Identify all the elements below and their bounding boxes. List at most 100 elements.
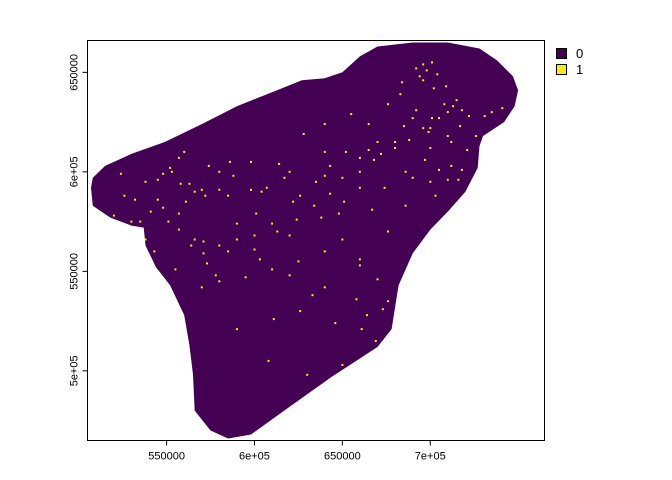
class-1-cell [501,107,504,110]
x-tick-label: 650000 [324,451,361,463]
class-1-cell [408,139,411,141]
y-tick-label: 550000 [69,253,81,290]
class-1-cell [218,188,221,191]
class-1-cell [344,150,347,153]
class-1-cell [130,220,133,223]
class-1-cell [394,141,397,143]
class-1-cell [177,212,180,215]
class-1-cell [467,115,470,118]
class-1-cell [434,194,437,197]
class-1-cell [167,220,170,223]
class-1-cell [367,149,370,151]
legend-swatch [556,48,567,59]
class-1-cell [227,250,230,253]
class-1-cell [258,258,261,261]
class-1-cell [323,250,326,253]
class-1-cell [387,103,390,106]
class-1-cell [446,135,449,137]
legend-swatch [556,64,567,75]
class-1-cell [381,308,384,311]
class-1-cell [204,194,207,197]
class-1-cell [278,162,281,165]
class-1-cell [401,81,404,84]
class-1-cell [193,238,196,241]
class-1-cell [376,278,379,281]
class-1-cell [445,85,448,88]
class-1-cell [402,125,405,128]
class-1-cell [302,133,305,135]
class-1-cell [190,244,193,247]
class-1-cell [424,158,426,161]
class-1-cell [267,359,270,362]
class-1-cell [446,111,449,114]
class-1-cell [460,109,463,112]
class-1-cell [341,176,344,179]
class-1-cell [306,373,309,376]
class-1-cell [119,172,122,175]
class-1-cell [350,113,353,116]
class-1-cell [446,178,449,181]
x-axis: 550000 6e+05 650000 7e+05 [148,440,446,463]
class-1-cell [399,93,402,96]
class-1-cell [415,67,418,70]
class-1-cell [367,123,370,126]
class-1-cell [341,363,344,366]
class-1-cell [297,260,300,263]
class-1-cell [418,75,421,78]
class-1-cell [404,204,407,207]
class-1-cell [411,117,414,120]
class-1-cell [323,123,326,126]
class-1-cell [329,164,332,167]
class-1-cell [311,294,314,297]
class-1-cell [288,170,291,173]
class-1-cell [244,276,247,279]
class-1-cell [425,69,428,72]
class-1-cell [295,218,298,221]
class-1-cell [337,212,340,215]
x-tick-label: 7e+05 [415,451,446,463]
class-1-cell [323,286,326,289]
class-1-cell [271,268,274,271]
class-1-cell [438,168,440,171]
class-1-cell [371,208,374,211]
class-1-cell [134,198,136,201]
y-axis: 5e+05 550000 6e+05 650000 [69,54,88,386]
class-0-extent [91,42,519,439]
class-1-cell [334,322,337,325]
plot-frame [87,40,545,441]
class-1-cell [483,115,486,118]
class-1-cell [323,150,326,153]
class-1-cell [373,158,375,161]
class-1-cell [156,178,159,181]
class-1-cell [169,166,172,169]
x-tick-label: 550000 [148,451,185,463]
class-1-cell [429,127,432,130]
class-1-cell [320,216,323,219]
class-1-cell [358,156,361,159]
class-1-cell [162,206,165,209]
class-1-cell [179,182,182,185]
class-1-cell [355,298,358,301]
class-1-cell [387,230,390,233]
class-1-cell [450,164,453,167]
legend-label: 0 [576,46,583,61]
class-1-cell [292,200,295,203]
class-1-cell [438,117,440,120]
class-1-cell [299,310,302,313]
class-1-cell [218,280,221,283]
class-1-cell [380,152,382,155]
class-1-cell [429,180,432,183]
class-1-cell [443,103,446,106]
class-1-cell [272,318,275,321]
class-1-cell [188,182,191,185]
class-1-cell [228,160,231,163]
class-1-cell [431,117,433,120]
legend: 01 [556,46,583,77]
class-1-cell [144,238,147,241]
class-1-cell [265,186,268,189]
class-1-cell [202,240,205,243]
class-1-cell [227,194,230,197]
class-1-cell [206,262,208,265]
class-1-cell [411,176,414,179]
